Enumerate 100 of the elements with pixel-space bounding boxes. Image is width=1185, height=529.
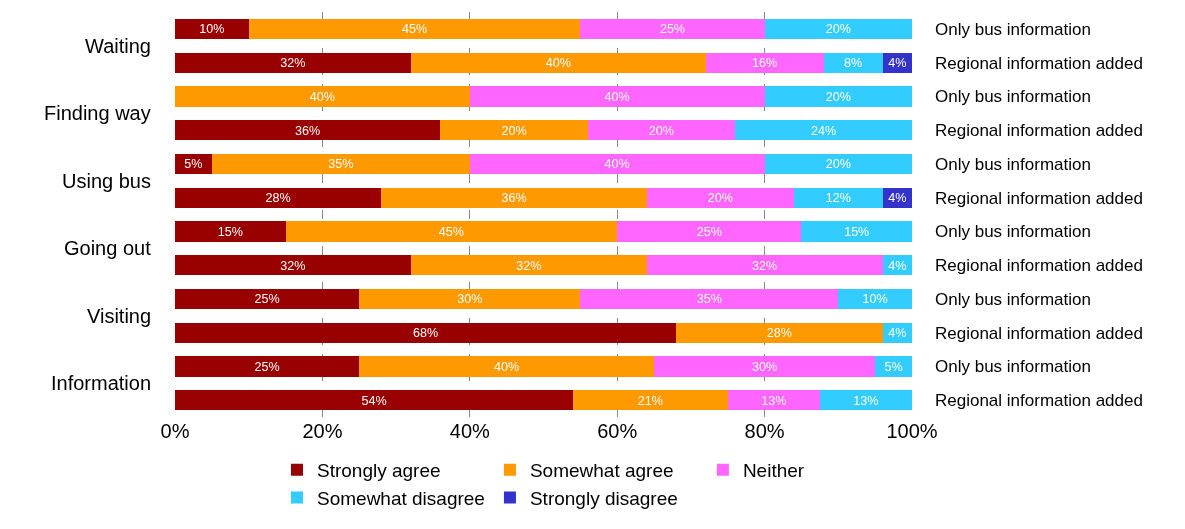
bar bbox=[646, 187, 795, 208]
bar bbox=[440, 120, 588, 141]
bar bbox=[175, 221, 286, 242]
bar bbox=[646, 255, 883, 276]
data-label: 13% bbox=[761, 393, 787, 408]
bar bbox=[175, 52, 411, 73]
text: Information bbox=[51, 372, 152, 394]
data-label: 5% bbox=[884, 359, 903, 374]
legend-label: Somewhat agree bbox=[529, 460, 674, 482]
x-tick-label: 40% bbox=[449, 420, 491, 442]
text: Going out bbox=[64, 237, 152, 259]
data-label: 4% bbox=[888, 326, 907, 341]
data-label: 32% bbox=[280, 258, 306, 273]
data-label: 40% bbox=[494, 359, 520, 374]
data-label: 12% bbox=[825, 191, 851, 206]
y-tick-label: Only bus information bbox=[935, 222, 1091, 242]
data-label: 30% bbox=[457, 292, 483, 307]
data-label: 24% bbox=[810, 123, 837, 138]
data-label: 68% bbox=[413, 326, 439, 341]
data-label: 36% bbox=[501, 191, 527, 206]
y-tick-label: Only bus information bbox=[935, 87, 1091, 107]
bar bbox=[175, 288, 360, 309]
data-label: 45% bbox=[401, 22, 428, 37]
data-label: 32% bbox=[752, 258, 778, 273]
data-label: 8% bbox=[843, 56, 863, 71]
x-tick-label: 60% bbox=[597, 420, 638, 442]
data-label: 45% bbox=[438, 224, 464, 239]
data-label: 25% bbox=[254, 359, 280, 374]
y-tick-label: Regional information added bbox=[935, 323, 1143, 343]
legend-label: Neither bbox=[742, 460, 805, 482]
data-label: 28% bbox=[265, 191, 291, 206]
bar bbox=[794, 187, 883, 208]
bar bbox=[359, 288, 581, 309]
data-label: 20% bbox=[501, 123, 527, 138]
legend-label: Strongly disagree bbox=[529, 487, 678, 509]
data-label: 10% bbox=[199, 22, 225, 37]
text: Finding way bbox=[44, 102, 151, 124]
bar bbox=[764, 86, 912, 107]
y-tick-label: Regional information added bbox=[935, 53, 1143, 73]
bar bbox=[764, 18, 912, 39]
data-label: 21% bbox=[637, 393, 663, 408]
bar bbox=[735, 120, 912, 141]
bar bbox=[175, 322, 677, 343]
y-tick-label: Regional information added bbox=[935, 188, 1143, 208]
bar bbox=[381, 187, 647, 208]
data-label: 25% bbox=[254, 292, 280, 307]
y-tick-label: Regional information added bbox=[935, 256, 1143, 276]
bar bbox=[175, 18, 249, 39]
x-tick-label: 80% bbox=[744, 420, 785, 442]
x-tick-label: 20% bbox=[302, 420, 343, 442]
y-tick-label: Regional information added bbox=[935, 391, 1143, 411]
data-label: 35% bbox=[696, 292, 722, 307]
data-label: 25% bbox=[696, 224, 722, 239]
data-label: 25% bbox=[659, 22, 686, 37]
bar bbox=[410, 52, 706, 73]
x-tick-label: 0% bbox=[160, 420, 190, 442]
bar bbox=[175, 86, 470, 107]
y-tick-label: Regional information added bbox=[935, 121, 1143, 141]
data-label: 40% bbox=[545, 56, 571, 71]
bar bbox=[469, 153, 765, 174]
bar bbox=[572, 390, 728, 411]
data-label: 20% bbox=[707, 191, 733, 206]
bar bbox=[285, 221, 618, 242]
data-label: 28% bbox=[766, 326, 792, 341]
x-tick-label: 100% bbox=[886, 420, 938, 442]
data-label: 30% bbox=[752, 359, 778, 374]
data-label: 32% bbox=[516, 258, 542, 273]
data-label: 15% bbox=[844, 224, 870, 239]
bar bbox=[175, 187, 382, 208]
data-label: 40% bbox=[604, 157, 630, 172]
bar bbox=[705, 52, 824, 73]
bar bbox=[838, 288, 912, 309]
bar bbox=[175, 255, 411, 276]
data-label: 20% bbox=[825, 157, 851, 172]
bar bbox=[875, 356, 912, 377]
bar bbox=[211, 153, 470, 174]
bar bbox=[469, 86, 765, 107]
bar bbox=[359, 356, 655, 377]
bar bbox=[175, 390, 573, 411]
data-label: 5% bbox=[184, 157, 203, 172]
bar bbox=[676, 322, 883, 343]
data-label: 16% bbox=[752, 56, 778, 71]
bar bbox=[587, 120, 736, 141]
bar bbox=[819, 390, 912, 411]
bar bbox=[580, 288, 839, 309]
legend-label: Strongly agree bbox=[317, 460, 441, 482]
data-label: 20% bbox=[825, 22, 851, 37]
text: Visiting bbox=[87, 305, 152, 327]
data-label: 20% bbox=[648, 123, 674, 138]
bar bbox=[764, 153, 912, 174]
text: Waiting bbox=[85, 35, 151, 57]
data-label: 36% bbox=[295, 123, 321, 138]
data-label: 32% bbox=[280, 56, 306, 71]
y-tick-label: Only bus information bbox=[935, 19, 1091, 39]
bar bbox=[727, 390, 820, 411]
data-label: 35% bbox=[328, 157, 354, 172]
data-label: 54% bbox=[361, 393, 387, 408]
text: Using bus bbox=[62, 170, 151, 192]
data-label: 4% bbox=[888, 258, 907, 273]
data-label: 20% bbox=[825, 89, 851, 104]
